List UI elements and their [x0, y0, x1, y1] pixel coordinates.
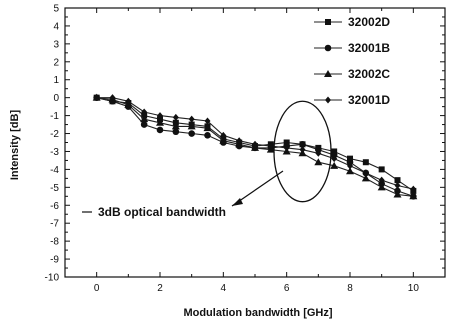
- y-tick-label: -4: [50, 165, 59, 176]
- data-point-32002D: [394, 177, 401, 184]
- data-point-32002C: [409, 192, 418, 200]
- series-32002C: [92, 93, 418, 200]
- annotation-label: 3dB optical bandwidth: [98, 205, 226, 219]
- y-tick-label: -9: [50, 255, 59, 266]
- x-tick-label: 8: [347, 283, 353, 294]
- data-point-32002C: [346, 167, 354, 175]
- data-point-32001D: [109, 94, 116, 102]
- data-point-32001B: [346, 158, 354, 166]
- legend-item-32002C: 32002C: [314, 67, 390, 81]
- legend-label: 32002C: [348, 67, 390, 81]
- data-point-32001D: [283, 144, 290, 152]
- data-point-32002C: [203, 124, 212, 132]
- data-point-32001D: [157, 112, 163, 120]
- data-point-32001D: [236, 137, 243, 145]
- data-series: [92, 93, 418, 200]
- y-tick-label: 4: [53, 21, 59, 32]
- legend-label: 32001D: [348, 93, 390, 107]
- legend-marker: [325, 19, 331, 25]
- data-point-32002C: [156, 118, 164, 126]
- y-tick-label: -6: [50, 201, 59, 212]
- legend-label: 32002D: [348, 15, 390, 29]
- data-point-32001B: [156, 126, 164, 134]
- data-point-32001D: [188, 115, 195, 123]
- data-point-32001B: [299, 140, 306, 148]
- data-point-32001D: [410, 185, 417, 193]
- data-point-32001B: [188, 130, 195, 137]
- y-tick-label: 5: [53, 4, 59, 15]
- data-point-32001D: [362, 169, 369, 177]
- annotation: 3dB optical bandwidth: [82, 100, 332, 219]
- data-point-32001D: [315, 149, 322, 157]
- data-point-32002D: [378, 166, 385, 173]
- data-point-32001D: [331, 155, 338, 163]
- data-point-32001B: [140, 121, 148, 128]
- x-axis-ticks: 0 2 4 6 8 10: [64, 8, 446, 294]
- data-point-32001D: [252, 140, 258, 148]
- x-tick-label: 0: [94, 283, 100, 294]
- y-tick-label: -8: [50, 237, 59, 248]
- x-axis-title: Modulation bandwidth [GHz]: [183, 307, 332, 319]
- data-point-32002C: [393, 190, 402, 198]
- data-point-32002C: [377, 183, 386, 191]
- series-32001D: [93, 94, 417, 193]
- legend-marker: [325, 96, 331, 104]
- y-tick-label: 3: [53, 39, 59, 50]
- y-tick-label: -3: [50, 147, 59, 158]
- data-point-32001D: [93, 94, 100, 102]
- data-point-32001D: [267, 142, 274, 150]
- data-point-32001D: [347, 162, 353, 170]
- data-point-32002C: [330, 161, 339, 169]
- legend: 32002D 32001B 32002C 32001D: [314, 15, 390, 107]
- annotation-arrowhead: [232, 198, 243, 206]
- legend-label: 32001B: [348, 41, 390, 55]
- data-point-32002D: [362, 159, 369, 166]
- x-tick-label: 2: [157, 283, 163, 294]
- x-tick-label: 6: [284, 283, 290, 294]
- data-point-32002C: [314, 158, 323, 166]
- legend-item-32002D: 32002D: [314, 15, 390, 29]
- y-tick-label: -1: [50, 111, 59, 122]
- y-tick-label: -7: [50, 219, 59, 230]
- data-point-32002C: [219, 136, 228, 144]
- data-point-32002D: [283, 139, 290, 146]
- data-point-32001D: [299, 146, 306, 154]
- data-point-32001D: [220, 131, 227, 139]
- data-point-32001B: [204, 132, 211, 139]
- data-point-32001D: [394, 182, 401, 190]
- data-point-32001D: [204, 117, 211, 125]
- data-point-32002C: [171, 122, 180, 130]
- data-point-32002D: [331, 148, 338, 155]
- data-point-32002C: [187, 122, 196, 130]
- legend-marker: [324, 44, 332, 52]
- y-tick-label: -2: [50, 129, 59, 140]
- data-point-32001D: [378, 176, 385, 184]
- data-point-32001D: [141, 108, 148, 116]
- data-point-32001B: [330, 151, 338, 159]
- x-tick-label: 10: [408, 283, 420, 294]
- data-point-32001B: [172, 128, 180, 136]
- legend-marker: [324, 70, 332, 77]
- data-point-32002C: [140, 115, 149, 123]
- y-axis-ticks: 5 4 3 2 1 0 -1 -2 -3 -4 -5 -6 -7 -8 -9 -10: [45, 4, 445, 284]
- legend-item-32001D: 32001D: [314, 93, 390, 107]
- y-tick-label: 1: [53, 75, 59, 86]
- legend-item-32001B: 32001B: [314, 41, 390, 55]
- data-point-32002C: [361, 174, 370, 182]
- data-point-32001D: [172, 113, 179, 121]
- y-tick-label: 2: [53, 57, 59, 68]
- data-point-32002D: [347, 155, 353, 162]
- x-tick-label: 4: [221, 283, 227, 294]
- y-tick-label: -10: [45, 273, 60, 284]
- data-point-32001B: [315, 146, 322, 153]
- data-point-32001D: [125, 97, 132, 105]
- y-tick-label: 0: [53, 93, 59, 104]
- y-tick-label: -5: [50, 183, 59, 194]
- y-axis-title: Intensity [dB]: [9, 110, 21, 181]
- annotation-ellipse: [273, 100, 332, 203]
